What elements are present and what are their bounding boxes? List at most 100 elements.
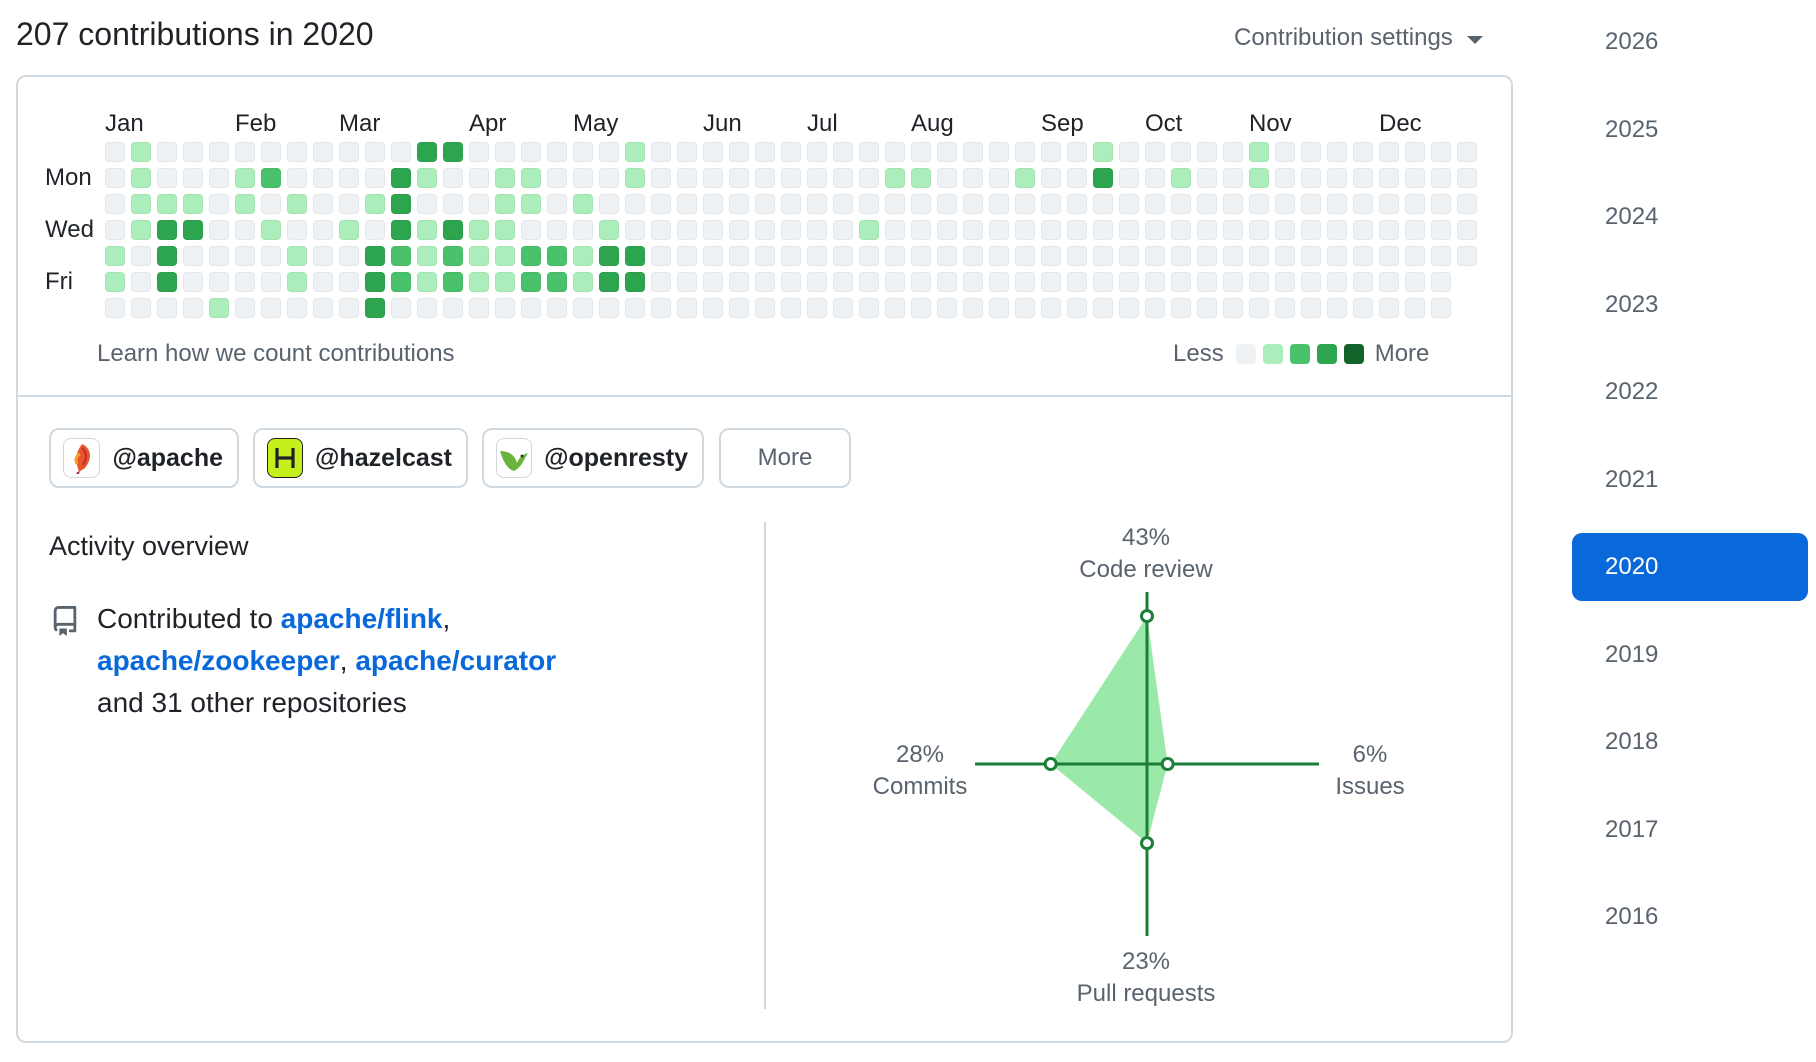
contribution-day-cell[interactable]: [1145, 168, 1165, 188]
contribution-day-cell[interactable]: [1171, 220, 1191, 240]
year-link-2022[interactable]: 2022: [1605, 378, 1659, 405]
contribution-day-cell[interactable]: [885, 272, 905, 292]
contribution-day-cell[interactable]: [469, 298, 489, 318]
contribution-day-cell[interactable]: [573, 298, 593, 318]
contribution-day-cell[interactable]: [1249, 272, 1269, 292]
contribution-day-cell[interactable]: [339, 168, 359, 188]
contribution-day-cell[interactable]: [417, 298, 437, 318]
contribution-day-cell[interactable]: [495, 142, 515, 162]
contribution-day-cell[interactable]: [937, 194, 957, 214]
contribution-day-cell[interactable]: [1327, 246, 1347, 266]
contribution-day-cell[interactable]: [573, 168, 593, 188]
contribution-day-cell[interactable]: [1301, 220, 1321, 240]
contribution-day-cell[interactable]: [1197, 194, 1217, 214]
contribution-day-cell[interactable]: [157, 272, 177, 292]
contribution-day-cell[interactable]: [833, 246, 853, 266]
contribution-day-cell[interactable]: [131, 246, 151, 266]
contribution-day-cell[interactable]: [495, 298, 515, 318]
contribution-day-cell[interactable]: [105, 246, 125, 266]
contribution-day-cell[interactable]: [443, 220, 463, 240]
contribution-day-cell[interactable]: [365, 194, 385, 214]
contribution-day-cell[interactable]: [781, 272, 801, 292]
contribution-day-cell[interactable]: [573, 220, 593, 240]
year-link-2019[interactable]: 2019: [1605, 641, 1659, 668]
contribution-day-cell[interactable]: [1301, 298, 1321, 318]
contribution-day-cell[interactable]: [235, 246, 255, 266]
contribution-day-cell[interactable]: [677, 298, 697, 318]
contribution-day-cell[interactable]: [911, 298, 931, 318]
contribution-day-cell[interactable]: [1275, 168, 1295, 188]
contribution-day-cell[interactable]: [1327, 272, 1347, 292]
contribution-day-cell[interactable]: [885, 246, 905, 266]
contribution-day-cell[interactable]: [937, 220, 957, 240]
contribution-day-cell[interactable]: [339, 272, 359, 292]
contribution-day-cell[interactable]: [131, 272, 151, 292]
contribution-day-cell[interactable]: [1015, 194, 1035, 214]
contribution-day-cell[interactable]: [885, 142, 905, 162]
contribution-day-cell[interactable]: [989, 168, 1009, 188]
contribution-day-cell[interactable]: [1223, 194, 1243, 214]
contribution-day-cell[interactable]: [1197, 298, 1217, 318]
contribution-day-cell[interactable]: [547, 194, 567, 214]
contribution-day-cell[interactable]: [937, 168, 957, 188]
contribution-day-cell[interactable]: [651, 298, 671, 318]
contribution-day-cell[interactable]: [1379, 272, 1399, 292]
contribution-day-cell[interactable]: [989, 272, 1009, 292]
contribution-day-cell[interactable]: [521, 168, 541, 188]
contribution-day-cell[interactable]: [183, 298, 203, 318]
contribution-day-cell[interactable]: [989, 142, 1009, 162]
contribution-day-cell[interactable]: [1041, 168, 1061, 188]
contribution-day-cell[interactable]: [651, 220, 671, 240]
contribution-day-cell[interactable]: [521, 194, 541, 214]
contribution-day-cell[interactable]: [1379, 246, 1399, 266]
contribution-day-cell[interactable]: [469, 220, 489, 240]
contribution-day-cell[interactable]: [1301, 168, 1321, 188]
contribution-day-cell[interactable]: [885, 168, 905, 188]
contribution-day-cell[interactable]: [495, 220, 515, 240]
contribution-day-cell[interactable]: [677, 194, 697, 214]
contribution-day-cell[interactable]: [911, 272, 931, 292]
contribution-day-cell[interactable]: [1327, 168, 1347, 188]
contribution-day-cell[interactable]: [183, 246, 203, 266]
contribution-day-cell[interactable]: [417, 168, 437, 188]
contribution-day-cell[interactable]: [807, 298, 827, 318]
contribution-day-cell[interactable]: [729, 298, 749, 318]
contribution-day-cell[interactable]: [1171, 272, 1191, 292]
contribution-day-cell[interactable]: [1405, 168, 1425, 188]
contribution-day-cell[interactable]: [469, 272, 489, 292]
contribution-day-cell[interactable]: [729, 194, 749, 214]
contribution-day-cell[interactable]: [1145, 142, 1165, 162]
contribution-day-cell[interactable]: [1119, 168, 1139, 188]
contribution-day-cell[interactable]: [209, 272, 229, 292]
contribution-day-cell[interactable]: [599, 298, 619, 318]
contribution-day-cell[interactable]: [1145, 194, 1165, 214]
contribution-day-cell[interactable]: [339, 194, 359, 214]
contribution-day-cell[interactable]: [1119, 246, 1139, 266]
contribution-day-cell[interactable]: [1171, 142, 1191, 162]
contribution-day-cell[interactable]: [105, 220, 125, 240]
contribution-day-cell[interactable]: [521, 272, 541, 292]
contribution-day-cell[interactable]: [937, 246, 957, 266]
contribution-day-cell[interactable]: [807, 272, 827, 292]
contribution-day-cell[interactable]: [157, 194, 177, 214]
contribution-day-cell[interactable]: [1249, 298, 1269, 318]
contribution-day-cell[interactable]: [573, 246, 593, 266]
contribution-day-cell[interactable]: [313, 246, 333, 266]
contribution-day-cell[interactable]: [807, 220, 827, 240]
contribution-day-cell[interactable]: [1379, 194, 1399, 214]
contribution-day-cell[interactable]: [495, 272, 515, 292]
contribution-day-cell[interactable]: [209, 246, 229, 266]
contribution-day-cell[interactable]: [443, 298, 463, 318]
contribution-day-cell[interactable]: [1223, 168, 1243, 188]
contribution-day-cell[interactable]: [443, 194, 463, 214]
contribution-day-cell[interactable]: [1171, 168, 1191, 188]
contribution-day-cell[interactable]: [1275, 246, 1295, 266]
contribution-day-cell[interactable]: [261, 246, 281, 266]
contribution-day-cell[interactable]: [1093, 168, 1113, 188]
contribution-day-cell[interactable]: [1067, 246, 1087, 266]
contribution-day-cell[interactable]: [391, 298, 411, 318]
contribution-day-cell[interactable]: [1145, 298, 1165, 318]
contribution-day-cell[interactable]: [313, 194, 333, 214]
contribution-day-cell[interactable]: [261, 272, 281, 292]
contribution-day-cell[interactable]: [625, 220, 645, 240]
